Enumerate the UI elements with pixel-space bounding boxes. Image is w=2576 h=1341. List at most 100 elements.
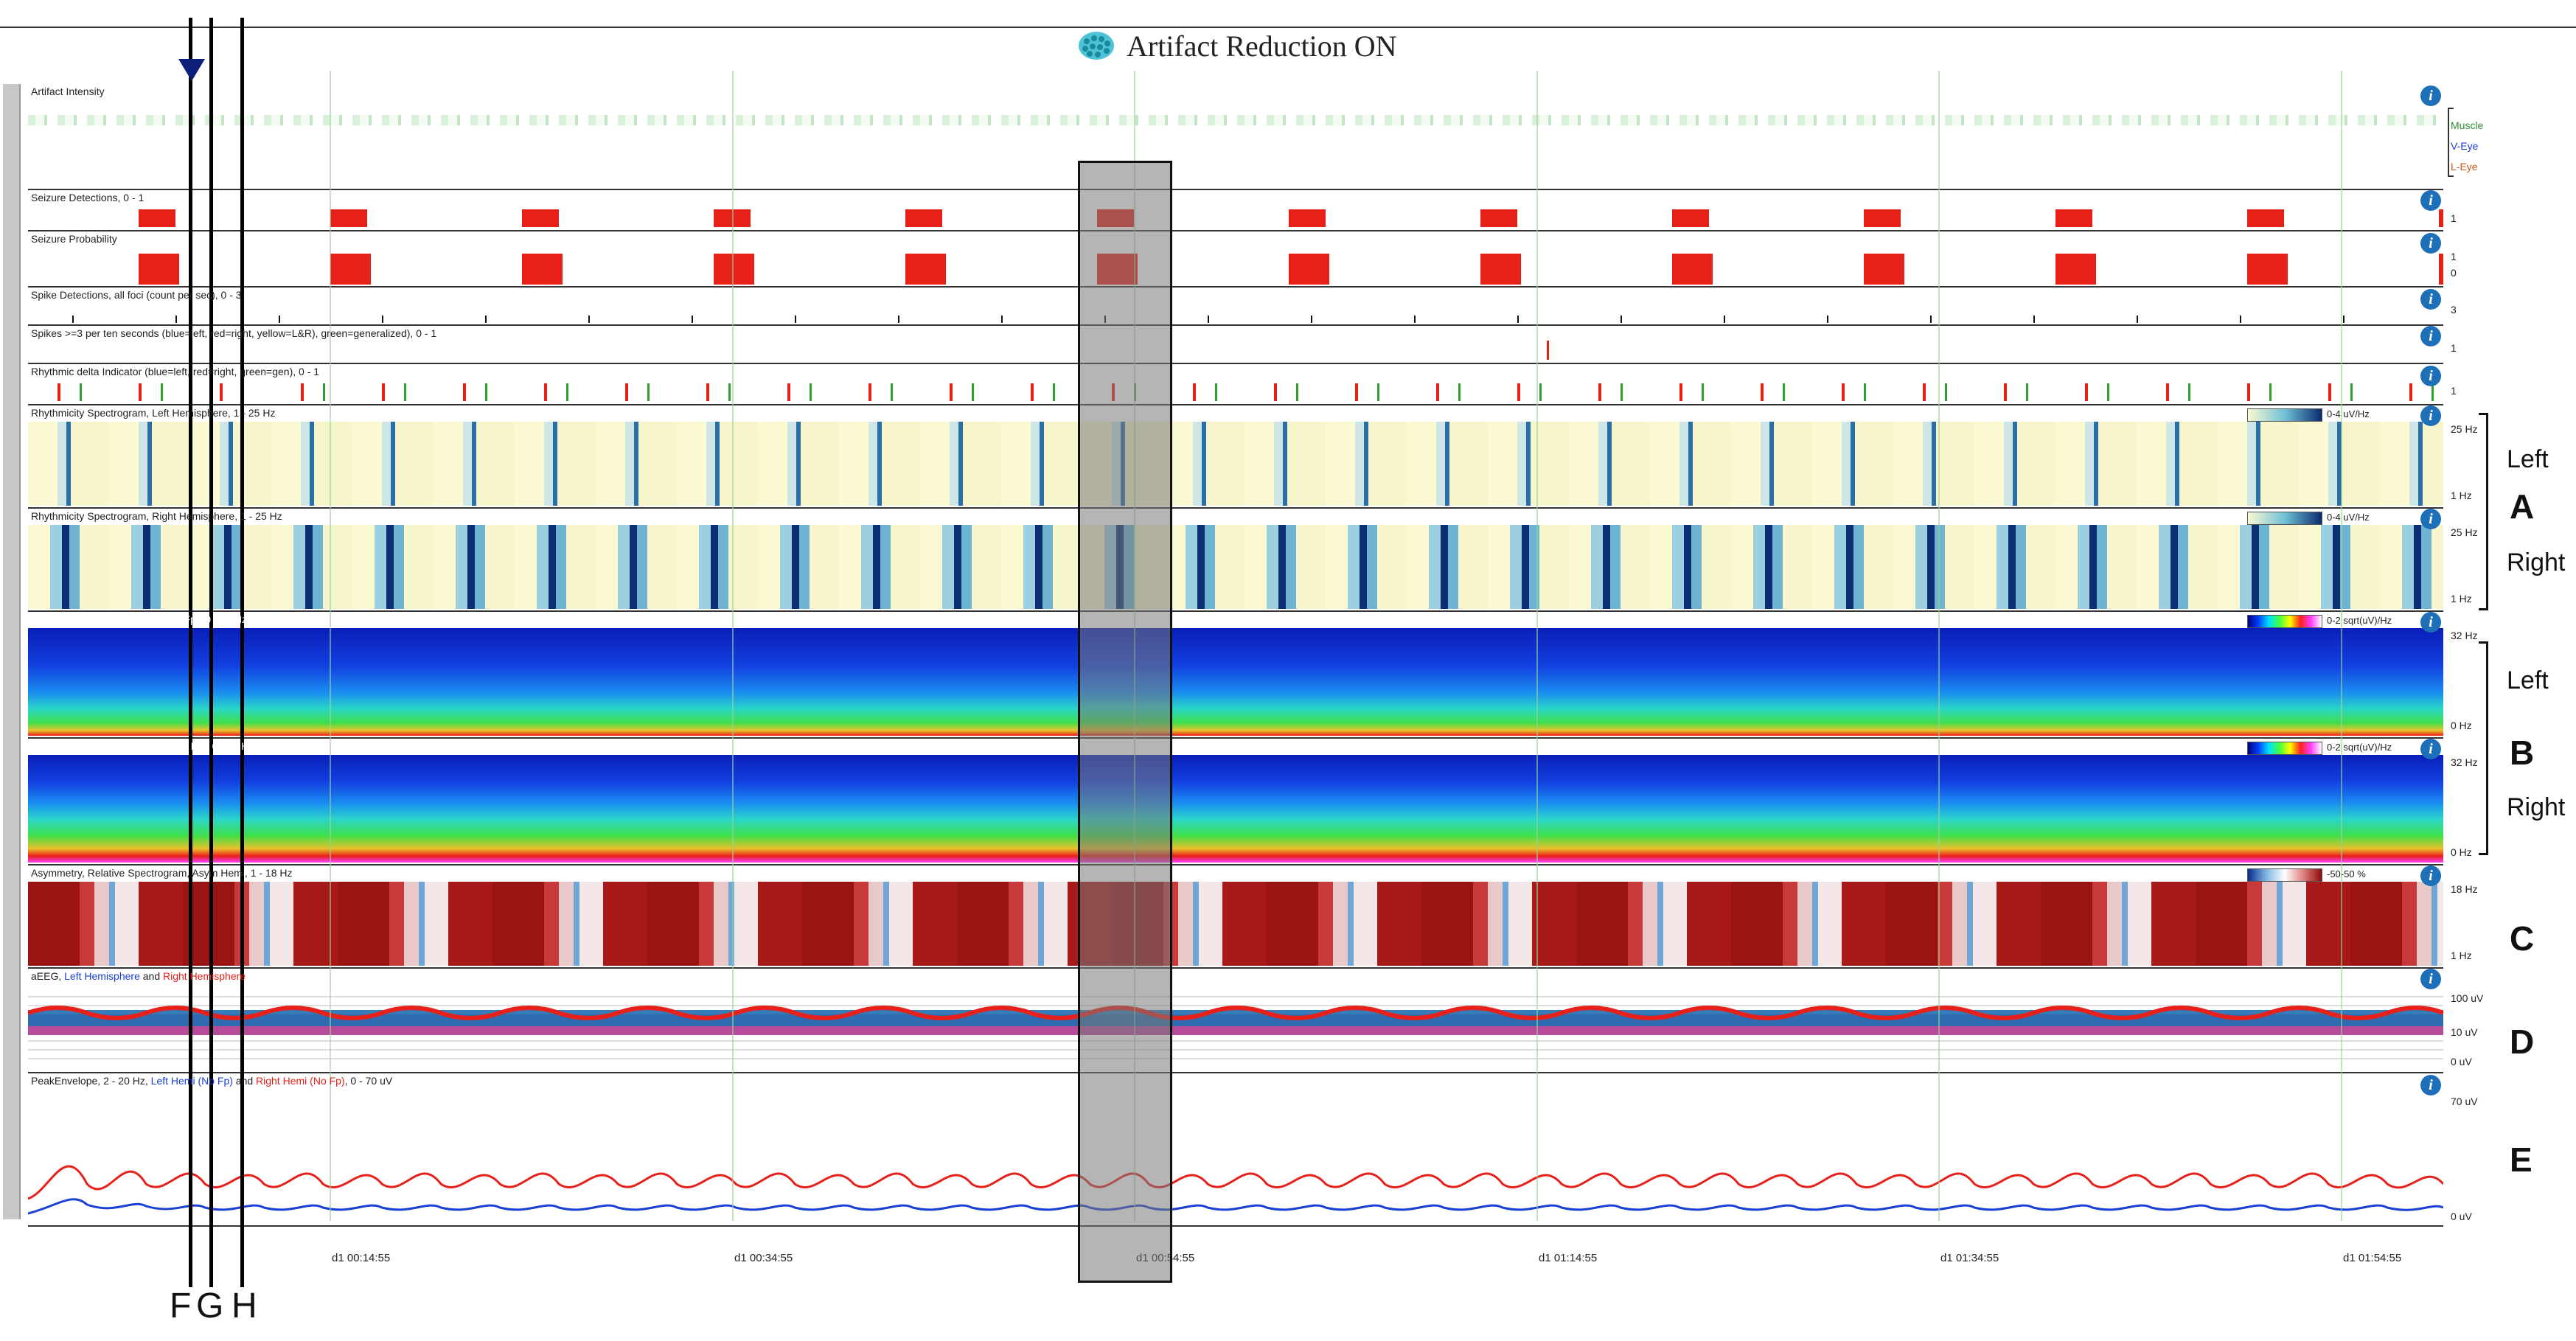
title-right: Right Hemisphere (163, 970, 246, 982)
title-right: Right Hemi (No Fp) (256, 1075, 345, 1087)
time-label: d1 00:34:55 (734, 1252, 793, 1264)
time-gridline (1536, 71, 1538, 1221)
panel-title: Asymmetry, Relative Spectrogram, Asym He… (31, 867, 293, 879)
info-icon[interactable]: i (2420, 289, 2441, 310)
seizure-detections-panel: Seizure Detections, 0 - 1 (28, 190, 2443, 231)
time-label: d1 01:54:55 (2343, 1252, 2402, 1264)
left-scroll-strip[interactable] (3, 84, 21, 1219)
fft-left-panel: FFT Spectrogram, Left Hemi (No Fp), 0 - … (28, 612, 2443, 739)
info-icon[interactable]: i (2420, 190, 2441, 211)
scale-top: 1 (2451, 385, 2457, 397)
scale-bottom: 0 Hz (2451, 846, 2472, 858)
label-a: A (2510, 487, 2535, 526)
legend-v-eye: V-Eye (2451, 140, 2479, 152)
label-d: D (2510, 1023, 2535, 1061)
title-prefix: aEEG, (31, 970, 65, 982)
label-right-a: Right (2507, 548, 2566, 577)
time-label: d1 00:14:55 (332, 1252, 391, 1264)
info-icon[interactable]: i (2420, 405, 2441, 426)
aeeg-trace (28, 996, 2443, 1059)
info-icon[interactable]: i (2420, 366, 2441, 386)
panel-title: FFT Spectrogram, Left Hemi (No Fp), 0 - … (31, 613, 248, 625)
scale-bottom: 1 Hz (2451, 490, 2472, 501)
marker-label-h: H (232, 1286, 257, 1326)
label-b: B (2510, 734, 2535, 772)
panel-title: aEEG, Left Hemisphere and Right Hemisphe… (31, 970, 246, 982)
panel-title: FFT Spectrogram, Right Hemi (No Fp), 0 -… (31, 740, 254, 752)
colorbar (2247, 408, 2322, 422)
colorbar (2247, 868, 2322, 882)
rhythmic-delta-panel: Rhythmic delta Indicator (blue=left, red… (28, 364, 2443, 405)
scale-top: 1 (2451, 251, 2457, 262)
info-icon[interactable]: i (2420, 865, 2441, 886)
title-left: Left Hemi (No Fp) (150, 1075, 233, 1087)
bracket-a (2479, 413, 2488, 610)
marker-label-g: G (196, 1286, 224, 1326)
scale-bottom: 1 Hz (2451, 950, 2472, 961)
info-icon[interactable]: i (2420, 233, 2441, 254)
time-gridline (330, 71, 331, 1221)
asymmetry-panel: Asymmetry, Relative Spectrogram, Asym He… (28, 865, 2443, 969)
info-icon[interactable]: i (2420, 509, 2441, 529)
cursor-triangle-icon[interactable] (177, 58, 206, 83)
scale-top: 32 Hz (2451, 630, 2478, 641)
rhythmicity-right-panel: Rhythmicity Spectrogram, Right Hemispher… (28, 509, 2443, 612)
info-icon[interactable]: i (2420, 86, 2441, 106)
top-rule (0, 27, 2576, 28)
label-e: E (2510, 1140, 2533, 1179)
spikes-panel: Spikes >=3 per ten seconds (blue=left, r… (28, 326, 2443, 364)
time-gridline (2341, 71, 2342, 1221)
info-icon[interactable]: i (2420, 969, 2441, 989)
seizure-detection-trace (28, 209, 2443, 227)
panel-title: Rhythmic delta Indicator (blue=left, red… (31, 366, 320, 377)
title-left: Left Hemisphere (64, 970, 140, 982)
time-label: d1 01:14:55 (1539, 1252, 1598, 1264)
scale-bottom: 0 (2451, 267, 2457, 279)
brain-icon (1079, 32, 1114, 60)
info-icon[interactable]: i (2420, 739, 2441, 759)
panel-title: Seizure Detections, 0 - 1 (31, 192, 145, 203)
scale-bottom: 0 Hz (2451, 720, 2472, 731)
panel-title: PeakEnvelope, 2 - 20 Hz, Left Hemi (No F… (31, 1075, 392, 1087)
page-title: Artifact Reduction ON (1127, 29, 1397, 63)
info-icon[interactable]: i (2420, 326, 2441, 346)
info-icon[interactable]: i (2420, 1075, 2441, 1096)
title-prefix: PeakEnvelope, 2 - 20 Hz, (31, 1075, 151, 1087)
artifact-bracket (2448, 108, 2454, 177)
peak-envelope-panel: PeakEnvelope, 2 - 20 Hz, Left Hemi (No F… (28, 1073, 2443, 1227)
rhythmicity-left-panel: Rhythmicity Spectrogram, Left Hemisphere… (28, 405, 2443, 509)
scale-mid: 10 uV (2451, 1026, 2478, 1038)
scale-top: 18 Hz (2451, 883, 2478, 895)
title-suffix: , 0 - 70 uV (344, 1075, 393, 1087)
fft-right-panel: FFT Spectrogram, Right Hemi (No Fp), 0 -… (28, 739, 2443, 865)
label-c: C (2510, 919, 2535, 958)
marker-line-h (240, 18, 244, 1287)
peak-envelope-trace (28, 1165, 2443, 1215)
panel-title: Rhythmicity Spectrogram, Right Hemispher… (31, 510, 282, 522)
scale-top: 70 uV (2451, 1096, 2478, 1107)
highlight-box (1078, 161, 1172, 1283)
bracket-b (2479, 641, 2488, 855)
scale-top: 3 (2451, 304, 2457, 316)
marker-line-f (189, 18, 192, 1287)
colorbar (2247, 615, 2322, 628)
legend-l-eye: L-Eye (2451, 161, 2478, 173)
panel-title: Spike Detections, all foci (count per se… (31, 289, 242, 301)
scale-bottom: 0 uV (2451, 1056, 2472, 1067)
scale-top: 1 (2451, 212, 2457, 224)
artifact-intensity-panel: Artifact Intensity (28, 84, 2443, 190)
aeeg-panel: aEEG, Left Hemisphere and Right Hemisphe… (28, 969, 2443, 1073)
panel-title: Spikes >=3 per ten seconds (blue=left, r… (31, 327, 437, 339)
seizure-probability-panel: Seizure Probability (28, 231, 2443, 288)
fft-right-image (28, 755, 2443, 863)
rhythmic-delta-trace (28, 383, 2443, 401)
label-left-b: Left (2507, 666, 2549, 694)
asymmetry-image (28, 882, 2443, 966)
label-right-b: Right (2507, 793, 2566, 821)
header: Artifact Reduction ON (1076, 25, 1397, 66)
label-left-a: Left (2507, 445, 2549, 473)
scale-top: 25 Hz (2451, 423, 2478, 435)
info-icon[interactable]: i (2420, 612, 2441, 633)
colorbar-label: 0-4 uV/Hz (2327, 408, 2370, 419)
rhythmicity-left-image (28, 422, 2443, 506)
